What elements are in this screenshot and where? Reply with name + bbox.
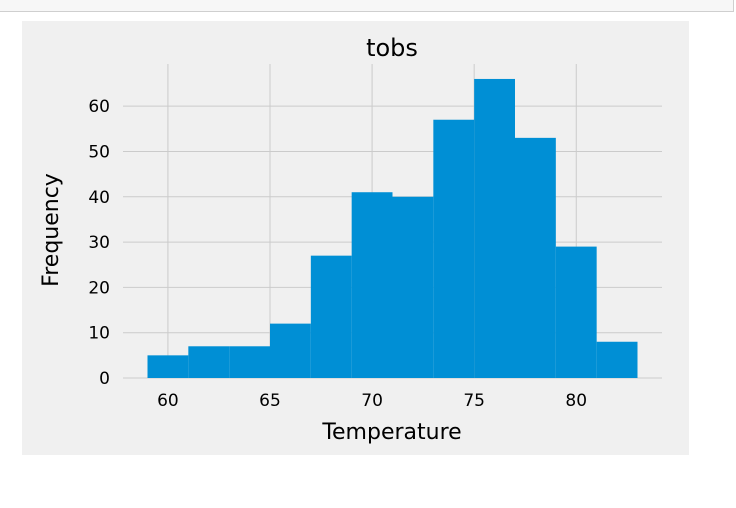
x-tick-label: 65 — [259, 391, 281, 411]
y-axis-label: Frequency — [39, 173, 64, 287]
y-tick-label: 60 — [88, 97, 110, 117]
histogram-bar — [555, 246, 597, 378]
y-tick-label: 0 — [99, 369, 110, 389]
y-tick-label: 20 — [88, 278, 110, 298]
histogram-bars — [147, 78, 638, 378]
y-tick-label: 50 — [88, 142, 110, 162]
x-tick-label: 75 — [463, 391, 485, 411]
y-tick-label: 30 — [88, 233, 110, 253]
y-tick-labels: 0 10 20 30 40 50 60 — [88, 97, 110, 389]
histogram-bar — [596, 341, 638, 378]
notebook-cell-border — [0, 0, 734, 12]
x-tick-label: 80 — [565, 391, 587, 411]
histogram-bar — [270, 323, 311, 378]
histogram-bar — [188, 346, 230, 378]
histogram-bar — [474, 78, 515, 378]
histogram-bar — [515, 137, 556, 378]
x-tick-label: 60 — [157, 391, 179, 411]
x-axis-label: Temperature — [321, 420, 461, 445]
y-tick-label: 40 — [88, 188, 110, 208]
x-tick-label: 70 — [361, 391, 383, 411]
histogram-bar — [147, 355, 189, 378]
histogram-bar — [351, 192, 393, 378]
x-tick-labels: 60 65 70 75 80 — [157, 391, 587, 411]
histogram-bar — [310, 255, 352, 378]
histogram-bar — [392, 196, 434, 378]
histogram-bar — [433, 119, 475, 378]
chart-title: tobs — [366, 34, 418, 62]
y-tick-label: 10 — [88, 324, 110, 344]
histogram-bar — [229, 346, 270, 378]
